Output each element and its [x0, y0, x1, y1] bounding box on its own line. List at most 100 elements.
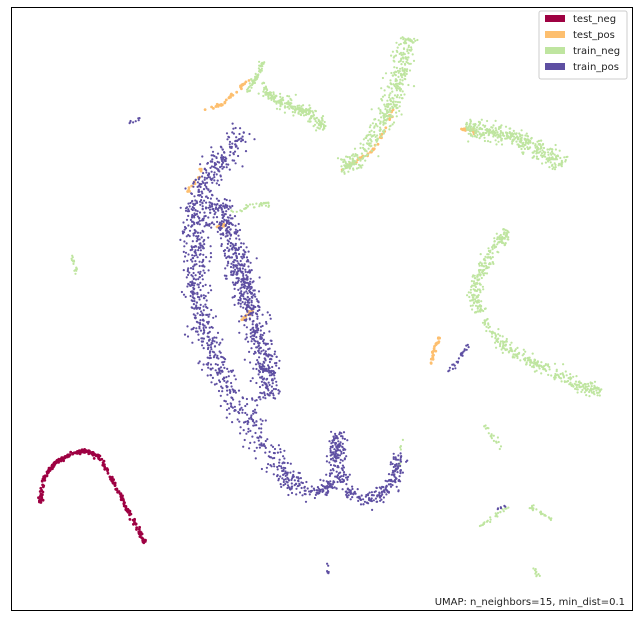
- train_pos-point: [214, 363, 217, 366]
- train_pos-point: [269, 317, 272, 320]
- train_pos-point: [255, 298, 258, 301]
- train_neg-point: [257, 74, 260, 77]
- train_pos-point: [259, 398, 262, 401]
- train_pos-point: [342, 471, 346, 474]
- train_neg-point: [398, 101, 401, 104]
- train_neg-point: [349, 157, 352, 160]
- train_neg-point: [256, 76, 259, 79]
- train_pos-point: [382, 496, 385, 499]
- train_pos-point: [221, 387, 224, 390]
- train_pos-point: [274, 388, 277, 391]
- train_neg-point: [480, 118, 483, 121]
- train_pos-point: [218, 367, 221, 370]
- train_pos-point: [226, 264, 229, 267]
- train_neg-point: [587, 382, 590, 385]
- train_neg-point: [534, 358, 537, 362]
- train_pos-point: [292, 475, 295, 478]
- train_pos-point: [329, 445, 332, 448]
- train_pos-point: [267, 369, 270, 372]
- train_pos-point: [325, 493, 328, 497]
- train_neg-point: [522, 348, 525, 351]
- train_neg-point: [532, 142, 535, 145]
- train_pos-point: [372, 499, 375, 502]
- train_neg-point: [286, 105, 289, 108]
- test_neg-point: [78, 452, 82, 456]
- train_neg-point: [275, 107, 279, 110]
- train_pos-point: [334, 443, 337, 446]
- train_pos-point: [192, 185, 195, 188]
- train_neg-point: [528, 359, 531, 362]
- train_pos-point: [195, 254, 198, 257]
- train_pos-point: [230, 242, 233, 245]
- train_neg-point: [522, 152, 525, 155]
- train_neg-point: [292, 114, 295, 117]
- train_pos-point: [341, 478, 344, 481]
- train_pos-point: [202, 294, 205, 297]
- train_neg-point: [383, 94, 386, 97]
- legend-box: [538, 10, 628, 80]
- train_neg-point: [308, 111, 311, 114]
- train_pos-point: [186, 268, 189, 272]
- train_neg-point: [518, 145, 522, 148]
- train_neg-point: [244, 206, 247, 210]
- train_pos-point: [284, 470, 287, 473]
- train_pos-point: [374, 497, 377, 500]
- train_neg-point: [561, 372, 564, 375]
- train_neg-point: [265, 90, 268, 94]
- train_pos-point: [240, 280, 243, 283]
- train_pos-point: [238, 228, 242, 232]
- train_neg-point: [396, 84, 399, 88]
- train_pos-point: [211, 337, 214, 340]
- train_pos-point: [216, 373, 219, 376]
- train_pos-point: [342, 451, 345, 455]
- legend-label-test_pos: test_pos: [573, 30, 615, 41]
- train_neg-point: [398, 43, 401, 46]
- train_neg-point: [493, 132, 497, 135]
- train_pos-point: [202, 247, 205, 250]
- train_pos-point: [264, 397, 267, 400]
- train_pos-point: [189, 201, 192, 205]
- train_neg-point: [482, 274, 485, 277]
- train_neg-point: [290, 106, 294, 110]
- train_neg-point: [409, 62, 412, 65]
- train_pos-point: [250, 347, 253, 350]
- train_neg-point: [491, 330, 494, 333]
- train_neg-point: [473, 277, 476, 280]
- train_neg-point: [371, 122, 374, 125]
- test_neg-point: [67, 453, 71, 457]
- train_pos-point: [226, 380, 229, 383]
- train_pos-point: [193, 203, 196, 206]
- train_pos-point: [255, 336, 258, 339]
- train_pos-point: [267, 381, 270, 384]
- train_pos-point: [336, 476, 339, 479]
- train_pos-point: [260, 337, 263, 340]
- train_neg-point: [489, 257, 493, 260]
- train_neg-point: [472, 282, 476, 285]
- train_pos-point: [262, 349, 265, 352]
- train_pos-point: [461, 352, 464, 355]
- train_pos-point: [465, 348, 468, 351]
- train_neg-point: [264, 93, 267, 96]
- test_pos-point: [384, 126, 388, 130]
- train_pos-point: [201, 205, 204, 208]
- test_neg-point: [138, 532, 141, 536]
- train_pos-point: [202, 253, 205, 256]
- train_pos-point: [349, 492, 352, 495]
- train_pos-point: [386, 480, 389, 483]
- train_neg-point: [511, 350, 514, 353]
- train_pos-point: [245, 290, 248, 293]
- train_neg-point: [501, 346, 504, 349]
- train_neg-point: [373, 133, 376, 136]
- train_pos-point: [245, 246, 248, 249]
- train_pos-point: [226, 204, 229, 207]
- train_neg-point: [267, 204, 271, 207]
- train_neg-point: [346, 155, 349, 159]
- train_pos-point: [209, 346, 213, 349]
- train_pos-point: [190, 246, 194, 249]
- train_pos-point: [244, 270, 247, 273]
- train_neg-point: [381, 76, 384, 80]
- train_pos-point: [246, 276, 249, 279]
- test_neg-point: [40, 489, 44, 492]
- test_neg-point: [129, 512, 133, 516]
- train_pos-point: [241, 257, 244, 260]
